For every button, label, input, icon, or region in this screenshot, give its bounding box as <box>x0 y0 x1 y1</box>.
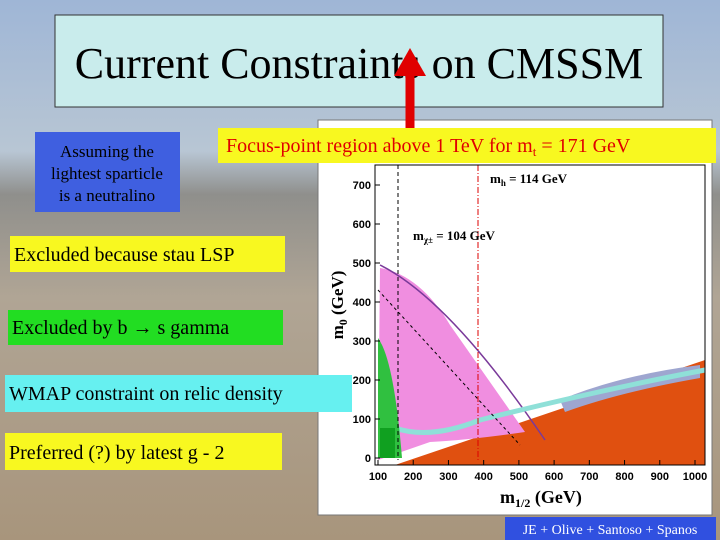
legend-box <box>5 433 282 470</box>
y-tick-label: 700 <box>353 180 371 192</box>
focus-text: Focus-point region above 1 TeV for mt = … <box>226 135 631 159</box>
annotation: mχ± = 104 GeV <box>413 228 495 245</box>
legend-label: Excluded by b → s gamma <box>12 317 229 339</box>
x-tick-label: 300 <box>439 471 457 483</box>
legend-box <box>5 375 352 412</box>
y-tick-label: 500 <box>353 258 371 270</box>
note-line: is a neutralino <box>59 186 155 205</box>
y-tick-label: 300 <box>353 336 371 348</box>
dashed-curve <box>377 289 521 446</box>
legend-label: Excluded because stau LSP <box>14 244 235 266</box>
x-tick-label: 1000 <box>683 471 707 483</box>
plot: mh = 114 GeV mχ± = 104 GeV m1/2 (GeV) m0… <box>317 119 713 516</box>
note-line: lightest sparticle <box>51 164 163 183</box>
arrow-head <box>394 48 426 76</box>
x-axis-label: m1/2 (GeV) <box>500 487 582 510</box>
plot-frame <box>374 164 706 466</box>
pink-region <box>378 268 525 460</box>
x-tick-label: 600 <box>545 471 563 483</box>
ticks: 100 200 300 400 500 600 700 800 900 1000 0 100 200 30… <box>353 180 708 483</box>
x-tick-label: 400 <box>474 471 492 483</box>
title-box <box>54 14 664 108</box>
green-strip <box>380 428 395 458</box>
purple-curve <box>379 264 546 441</box>
credit: JE + Olive + Santoso + Spanos <box>523 523 698 538</box>
y-tick-label: 600 <box>353 219 371 231</box>
legend-label: WMAP constraint on relic density <box>9 383 283 405</box>
y-axis-label: m0 (GeV) <box>328 271 350 340</box>
credit-box <box>505 517 716 540</box>
x-tick-label: 500 <box>510 471 528 483</box>
y-tick-label: 400 <box>353 297 371 309</box>
legend-box <box>10 236 285 272</box>
wmap-strip <box>394 367 706 435</box>
y-tick-label: 200 <box>353 375 371 387</box>
slide-title: Current Constraints on CMSSM <box>75 39 643 88</box>
y-tick-label: 0 <box>365 453 371 465</box>
legend-box <box>8 310 283 345</box>
x-tick-label: 100 <box>369 471 387 483</box>
note-box <box>35 132 180 212</box>
annotation: mh = 114 GeV <box>490 171 568 188</box>
focus-box <box>218 128 716 163</box>
x-tick-label: 700 <box>580 471 598 483</box>
legend-label: Preferred (?) by latest g - 2 <box>9 442 224 464</box>
note-line: Assuming the <box>60 142 154 161</box>
y-tick-label: 100 <box>353 414 371 426</box>
x-tick-label: 200 <box>404 471 422 483</box>
x-tick-label: 800 <box>615 471 633 483</box>
x-tick-label: 900 <box>651 471 669 483</box>
